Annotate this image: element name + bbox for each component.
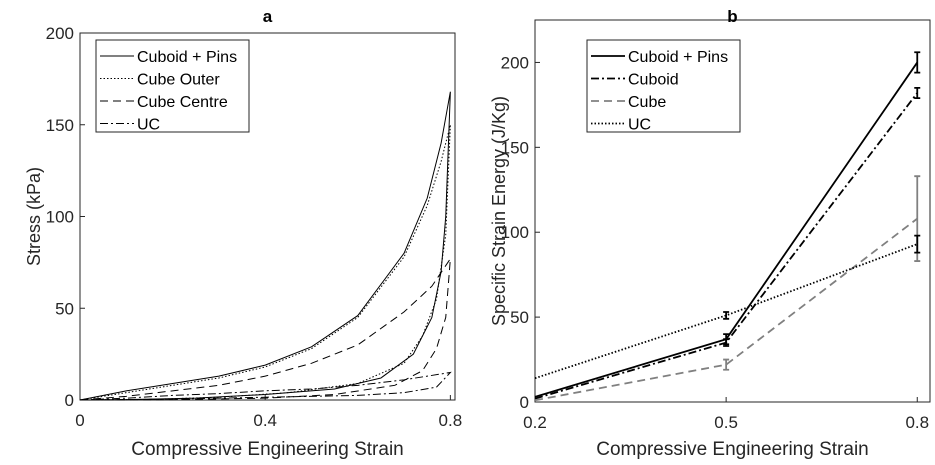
y-tick-label: 200 bbox=[501, 53, 529, 72]
legend-label: Cuboid bbox=[628, 72, 679, 89]
error-bar bbox=[914, 51, 921, 74]
error-bar bbox=[723, 358, 730, 371]
y-tick-label: 150 bbox=[501, 138, 529, 157]
y-tick-label: 50 bbox=[510, 308, 529, 327]
x-tick-label: 0.4 bbox=[253, 411, 277, 430]
legend-label: Cuboid + Pins bbox=[137, 49, 237, 66]
x-tick-label: 0.2 bbox=[523, 413, 547, 432]
legend-label: Cube Centre bbox=[137, 94, 228, 111]
error-bar bbox=[723, 338, 730, 347]
y-tick-label: 50 bbox=[55, 299, 74, 318]
data-line bbox=[534, 92, 918, 400]
y-tick-label: 100 bbox=[46, 208, 74, 227]
legend-label: Cube Outer bbox=[137, 72, 220, 89]
data-line bbox=[79, 256, 452, 401]
data-line bbox=[534, 217, 918, 402]
x-axis-label: Compressive Engineering Strain bbox=[131, 439, 403, 460]
legend-label: UC bbox=[137, 117, 160, 134]
y-tick-label: 150 bbox=[46, 116, 74, 135]
y-tick-label: 0 bbox=[65, 391, 74, 410]
x-tick-label: 0.5 bbox=[714, 413, 738, 432]
x-tick-label: 0.8 bbox=[439, 411, 463, 430]
data-line bbox=[79, 91, 451, 401]
y-axis-label: Stress (kPa) bbox=[24, 167, 44, 266]
legend-label: UC bbox=[628, 117, 651, 134]
axes-box bbox=[534, 19, 931, 403]
error-bar bbox=[914, 234, 921, 254]
data-line bbox=[79, 371, 452, 401]
panel-title: b bbox=[727, 7, 737, 26]
x-tick-label: 0 bbox=[75, 411, 84, 430]
x-tick-label: 0.8 bbox=[905, 413, 929, 432]
y-axis-label: Specific Strain Energy (J/Kg) bbox=[489, 96, 509, 326]
data-line bbox=[534, 243, 918, 380]
data-line bbox=[79, 124, 451, 401]
legend-box bbox=[95, 39, 250, 133]
legend-label: Cuboid + Pins bbox=[628, 49, 728, 66]
panel-title: a bbox=[263, 7, 273, 26]
y-tick-label: 100 bbox=[501, 223, 529, 242]
legend-label: Cube bbox=[628, 94, 666, 111]
y-tick-label: 0 bbox=[520, 393, 529, 412]
error-bar bbox=[723, 311, 730, 320]
error-bar bbox=[914, 87, 921, 99]
y-tick-label: 200 bbox=[46, 24, 74, 43]
x-axis-label: Compressive Engineering Strain bbox=[596, 439, 868, 460]
